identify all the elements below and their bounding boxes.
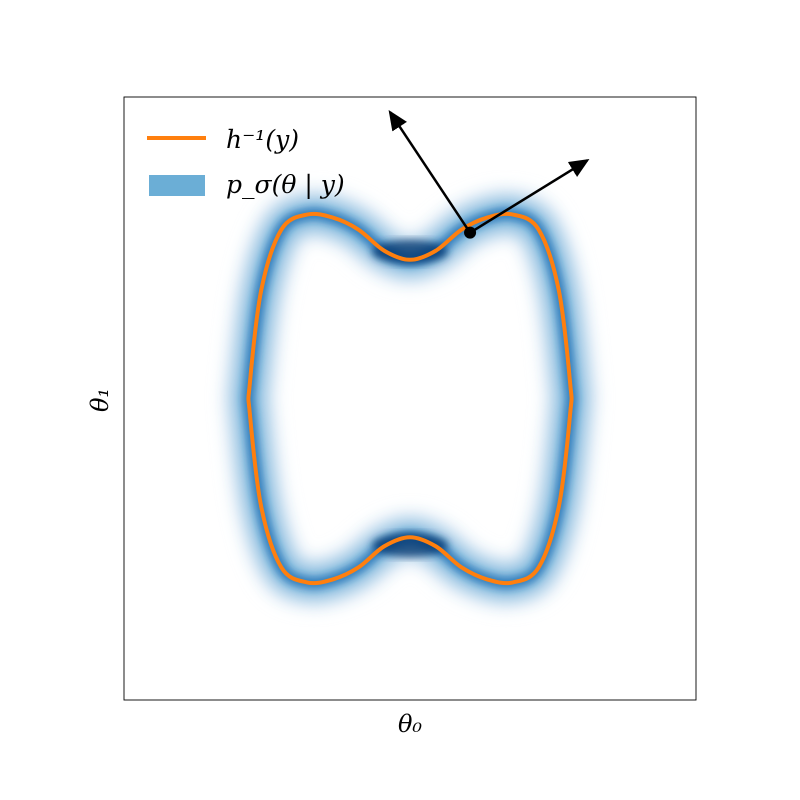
plot-background <box>124 97 696 700</box>
inverse-image-curve <box>246 211 574 586</box>
marked-point <box>464 226 477 239</box>
plot-frame <box>123 96 697 701</box>
legend: h⁻¹(y) p_σ(θ | y) <box>147 125 345 200</box>
y-axis-label: θ₁ <box>86 388 114 412</box>
legend-patch-swatch <box>149 175 205 196</box>
x-axis-label: θ₀ <box>398 710 422 738</box>
arrow-2 <box>469 159 590 234</box>
arrow-1 <box>388 109 472 234</box>
legend-label-posterior: p_σ(θ | y) <box>226 170 345 200</box>
density-peak-top <box>372 239 448 264</box>
annotations <box>388 109 590 239</box>
density-peak-bottom <box>372 533 448 558</box>
legend-label-h-inverse: h⁻¹(y) <box>226 125 299 154</box>
